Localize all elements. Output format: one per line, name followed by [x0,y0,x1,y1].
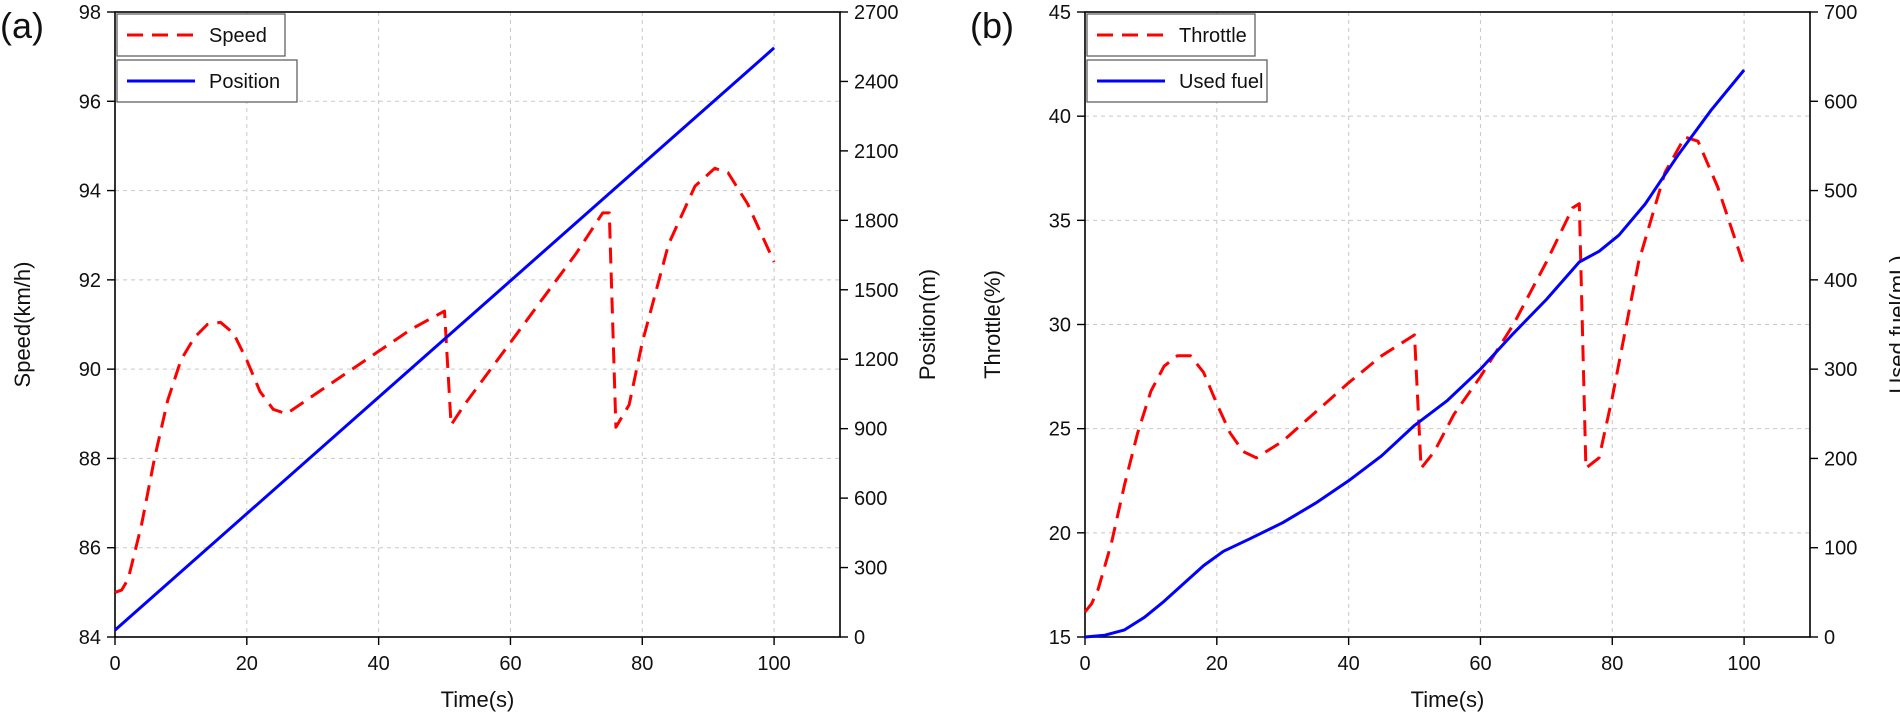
panel-b-y-left-tick-label: 40 [1049,106,1071,128]
panel-a-y-right-tick-label: 2400 [854,71,899,93]
panel-b-y-right-tick-label: 100 [1824,538,1857,560]
panel-b-y-left-tick-label: 15 [1049,627,1071,649]
panel-b-x-tick-label: 0 [1079,653,1090,675]
panel-b-legend-box [1086,13,1256,57]
panel-a-y-right-tick-label: 1800 [854,210,899,232]
panel-b-label: (b) [970,5,1014,46]
panel-a-y-left-tick-label: 88 [79,448,101,470]
panel-b-y-left-axis-label: Throttle(%) [980,270,1005,379]
panel-b-y-left-tick-label: 20 [1049,523,1071,545]
panel-a-y-right-tick-label: 1500 [854,280,899,302]
panel-a-y-right-tick-label: 2700 [854,2,899,24]
panel-b-x-tick-label: 40 [1338,653,1360,675]
panel-a-y-left-tick-label: 86 [79,538,101,560]
panel-b-series-throttle-line [1083,135,1746,613]
panel-b-y-right-tick-label: 300 [1824,359,1857,381]
panel-b-y-left-tick-label: 35 [1049,210,1071,232]
panel-a-y-right-axis-label: Position(m) [915,269,940,380]
panel-a-series-speed-line [114,166,776,594]
panel-a-y-left-tick-label: 94 [79,181,101,203]
panel-b-y-right-tick-label: 400 [1824,270,1857,292]
panel-a-plot-frame [114,11,841,638]
panel-a-y-left-tick-label: 98 [79,2,101,24]
panel-b-y-right-tick-label: 700 [1824,2,1857,24]
panel-b-x-tick-label: 20 [1206,653,1228,675]
panel-b-x-tick-label: 80 [1601,653,1623,675]
panel-b-y-left-tick-label: 30 [1049,315,1071,337]
panel-b-y-right-tick-label: 500 [1824,181,1857,203]
panel-a-x-tick-label: 0 [109,653,120,675]
panel-a-y-right-tick-label: 600 [854,488,887,510]
panel-a-x-tick-label: 80 [631,653,653,675]
panel-a-y-left-axis-label: Speed(km/h) [10,262,35,388]
panel-a-y-left-tick-label: 92 [79,270,101,292]
panel-b-series-used-fuel-line [1084,69,1746,639]
panel-b-x-tick-label: 60 [1469,653,1491,675]
panel-a-y-left-tick-label: 84 [79,627,101,649]
panel-a-legend-label-speed: Speed [209,25,267,47]
panel-a-y-right-tick-label: 1200 [854,349,899,371]
panel-a-series-position-line [114,46,776,632]
panel-b-y-left-tick-label: 45 [1049,2,1071,24]
panel-b-y-right-tick-label: 200 [1824,448,1857,470]
panel-a-label: (a) [0,5,44,46]
panel-a-y-right-tick-label: 0 [854,627,865,649]
panel-a-y-right-tick-label: 300 [854,558,887,580]
panel-a-x-axis-label: Time(s) [441,687,515,712]
panel-b-y-right-axis-label: Used fuel(mL) [1885,255,1900,393]
panel-a-y-left-tick-label: 90 [79,359,101,381]
panel-a-x-tick-label: 100 [757,653,790,675]
panel-b-legend-label-used-fuel: Used fuel [1179,71,1264,93]
panel-a-y-right-tick-label: 2100 [854,141,899,163]
panel-a-legend-box [116,13,286,57]
panel-a-y-left-tick-label: 96 [79,91,101,113]
panel-b-y-right-tick-label: 600 [1824,91,1857,113]
panel-b-x-tick-label: 100 [1727,653,1760,675]
panel-b-legend-label-throttle: Throttle [1179,25,1247,47]
panel-a-y-right-tick-label: 900 [854,419,887,441]
panel-a-x-tick-label: 60 [499,653,521,675]
panel-a-legend-label-position: Position [209,71,280,93]
panel-a-x-tick-label: 40 [368,653,390,675]
panel-b-y-left-tick-label: 25 [1049,419,1071,441]
panel-b-x-axis-label: Time(s) [1411,687,1485,712]
panel-a-x-tick-label: 20 [236,653,258,675]
panel-b-y-right-tick-label: 0 [1824,627,1835,649]
